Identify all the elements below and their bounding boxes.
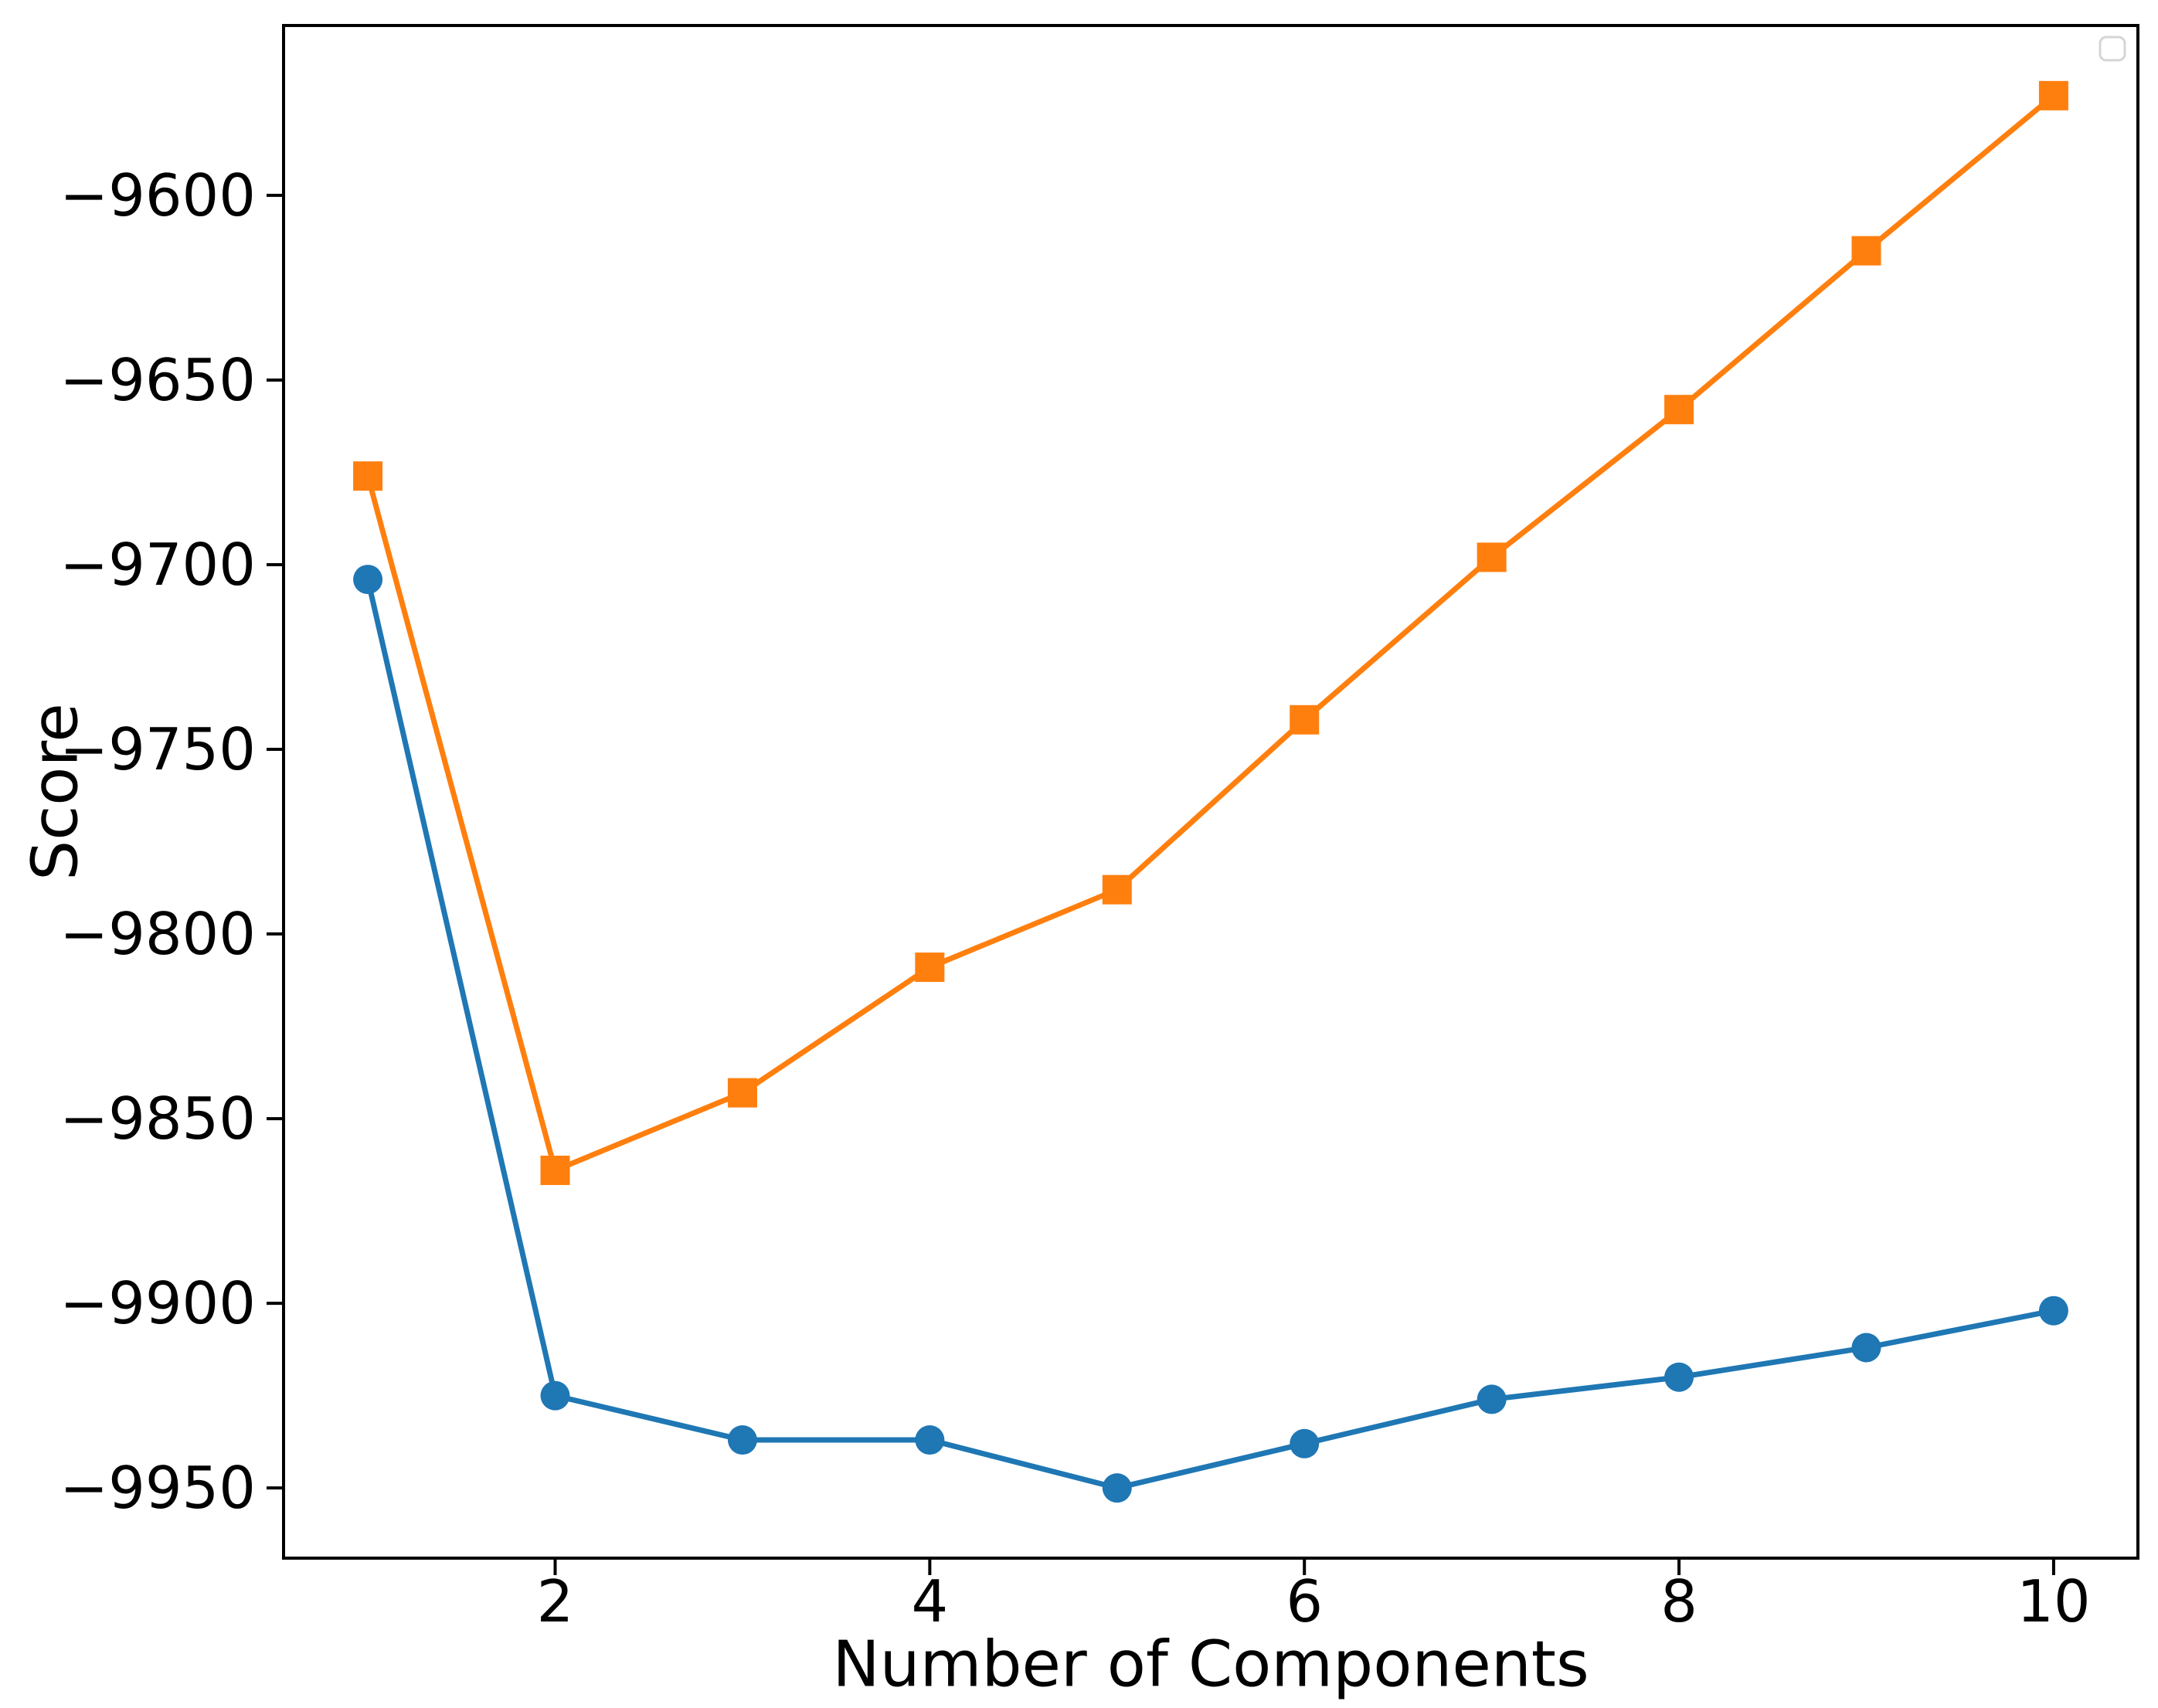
- blue-circle-series-marker: [1290, 1428, 1320, 1458]
- orange-square-series-marker: [727, 1078, 757, 1108]
- x-tick-label: 4: [912, 1567, 949, 1635]
- blue-circle-series-marker: [2038, 1295, 2068, 1326]
- x-tick-label: 6: [1286, 1567, 1323, 1635]
- y-tick-label: −9950: [59, 1454, 256, 1522]
- plot-border: [282, 24, 2139, 1560]
- plot-area: 2 4 6 8 10 −9600 −9650 −9700 −9750 −9800 −9850 −990…: [59, 24, 2139, 1635]
- x-axis-label: Number of Components: [832, 1628, 1589, 1702]
- y-axis-label: Score: [19, 703, 93, 881]
- blue-circle-series-marker: [1477, 1384, 1507, 1414]
- legend-box: [2099, 36, 2126, 62]
- x-tick-label: 2: [537, 1567, 574, 1635]
- blue-circle-series-marker: [727, 1425, 757, 1455]
- blue-circle-series-marker: [1664, 1362, 1694, 1392]
- orange-square-series-marker: [2038, 80, 2068, 110]
- orange-square-series-marker: [353, 461, 383, 491]
- blue-circle-series-marker: [915, 1425, 945, 1455]
- y-tick-label: −9650: [59, 346, 256, 414]
- y-tick-label: −9600: [59, 161, 256, 229]
- x-tick-label: 10: [2017, 1567, 2090, 1635]
- blue-circle-series-marker: [540, 1380, 570, 1411]
- y-tick-label: −9900: [59, 1269, 256, 1337]
- orange-square-series-marker: [915, 952, 945, 983]
- orange-square-series-marker: [540, 1156, 570, 1186]
- orange-square-series-line: [365, 93, 2057, 1173]
- y-tick-label: −9750: [59, 715, 256, 783]
- y-tick-label: −9850: [59, 1085, 256, 1153]
- orange-square-series-marker: [1851, 236, 1881, 266]
- blue-circle-series-line: [365, 576, 2057, 1491]
- blue-circle-series-marker: [1851, 1333, 1881, 1363]
- x-tick-label: 8: [1660, 1567, 1698, 1635]
- orange-square-series-marker: [1477, 542, 1507, 572]
- orange-square-series-marker: [1664, 395, 1694, 425]
- orange-square-series-marker: [1102, 874, 1132, 905]
- y-tick-label: −9800: [59, 900, 256, 968]
- blue-circle-series-marker: [1102, 1473, 1132, 1503]
- orange-square-series-marker: [1290, 705, 1320, 735]
- y-tick-label: −9700: [59, 531, 256, 599]
- blue-circle-series-marker: [353, 565, 383, 595]
